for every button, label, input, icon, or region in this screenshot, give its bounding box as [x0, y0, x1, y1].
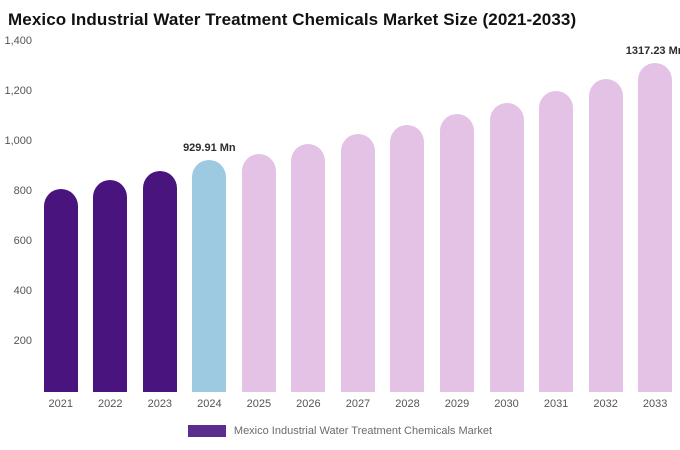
bar-2032	[588, 78, 623, 392]
bar-2024	[192, 159, 227, 392]
bar-column	[234, 42, 284, 392]
x-tick-label: 2030	[494, 398, 519, 410]
bar-column: 929.91 Mn	[183, 42, 236, 392]
x-axis: 2021 2022 2023 2024 2025 2026 2027 2028 2029 2030…	[36, 398, 680, 410]
bar-column	[432, 42, 482, 392]
bar-2022	[93, 180, 128, 392]
bar-column	[135, 42, 185, 392]
bar-2028	[390, 124, 425, 392]
bar-column	[383, 42, 433, 392]
plot-area: 200 400 600 800 1,000 1,200 1,400 929.91 Mn 131…	[0, 35, 680, 392]
bar-2023	[142, 170, 177, 392]
bar-column	[333, 42, 383, 392]
y-axis: 200 400 600 800 1,000 1,200 1,400	[0, 35, 32, 392]
x-tick-label: 2022	[98, 398, 123, 410]
bar-2026	[291, 143, 326, 392]
x-tick-label: 2027	[345, 398, 371, 410]
bar-value-label: 1317.23 Mn	[625, 44, 680, 57]
bar-column	[36, 42, 86, 392]
bar-2033	[638, 62, 673, 392]
bar-column: 1317.23 Mn	[626, 42, 680, 392]
x-tick-label: 2026	[296, 398, 321, 410]
bar-value-label: 929.91 Mn	[183, 141, 236, 154]
y-tick-label: 600	[13, 235, 32, 247]
bar-column	[284, 42, 334, 392]
bar-2021	[43, 189, 78, 392]
legend-label: Mexico Industrial Water Treatment Chemic…	[233, 425, 493, 437]
x-tick-label: 2023	[147, 398, 173, 410]
y-tick-label: 1,400	[4, 35, 32, 47]
chart-title: Mexico Industrial Water Treatment Chemic…	[8, 10, 577, 29]
y-tick-label: 800	[13, 185, 32, 197]
y-tick-label: 400	[13, 285, 32, 297]
bar-column	[581, 42, 631, 392]
x-tick-label: 2021	[48, 398, 73, 410]
bar-column	[482, 42, 532, 392]
bar-2030	[489, 102, 524, 392]
x-tick-label: 2028	[395, 398, 420, 410]
bar-column	[531, 42, 581, 392]
bar-2025	[241, 154, 276, 392]
bar-2031	[539, 91, 574, 392]
bars-area: 929.91 Mn 1317.23 Mn	[36, 42, 680, 392]
x-tick-label: 2033	[642, 398, 668, 410]
x-tick-label: 2029	[444, 398, 470, 410]
bar-column	[86, 42, 136, 392]
y-tick-label: 200	[13, 335, 32, 347]
bar-2027	[340, 134, 375, 392]
x-tick-label: 2025	[246, 398, 272, 410]
bar-2029	[440, 113, 475, 392]
x-tick-label: 2031	[543, 398, 569, 410]
x-tick-label: 2032	[593, 398, 618, 410]
legend: Mexico Industrial Water Treatment Chemic…	[0, 425, 680, 437]
y-tick-label: 1,200	[4, 85, 32, 97]
y-tick-label: 1,000	[4, 135, 32, 147]
x-tick-label: 2024	[197, 398, 222, 410]
legend-swatch	[187, 425, 226, 437]
